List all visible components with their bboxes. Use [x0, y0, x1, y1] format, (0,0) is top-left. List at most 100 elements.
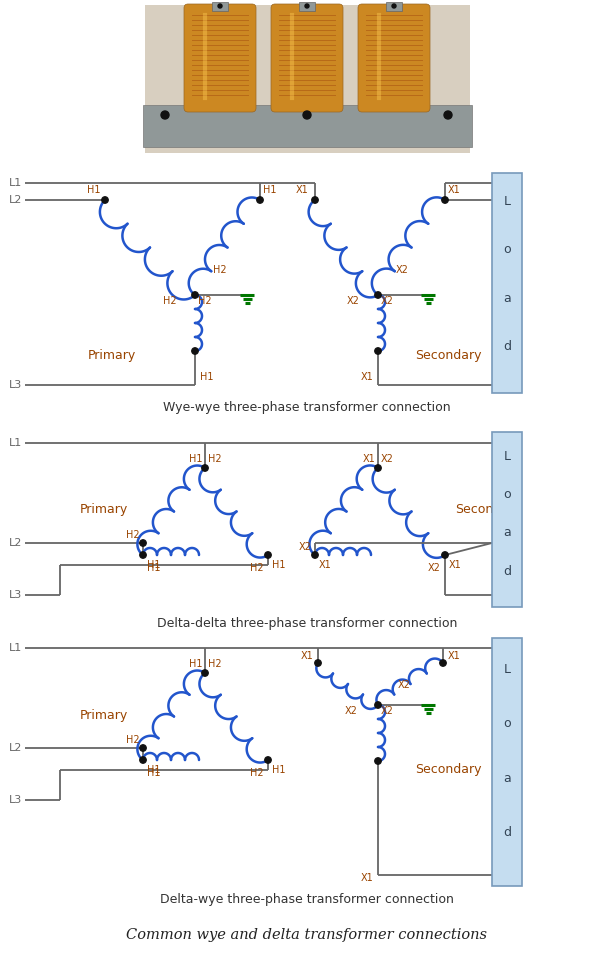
- FancyBboxPatch shape: [271, 4, 343, 112]
- Text: H1: H1: [147, 768, 161, 778]
- Text: H1: H1: [87, 185, 100, 195]
- Text: o: o: [503, 488, 511, 501]
- Text: X1: X1: [300, 651, 313, 661]
- Circle shape: [265, 756, 271, 763]
- Text: H1: H1: [263, 185, 277, 195]
- Circle shape: [265, 552, 271, 558]
- Text: o: o: [503, 244, 511, 256]
- Text: H2: H2: [213, 265, 226, 275]
- Circle shape: [102, 197, 108, 204]
- Text: H2: H2: [250, 768, 264, 778]
- Text: X2: X2: [428, 563, 441, 573]
- FancyBboxPatch shape: [143, 105, 472, 147]
- FancyBboxPatch shape: [299, 2, 315, 11]
- Text: H1: H1: [272, 765, 285, 775]
- Text: d: d: [503, 340, 511, 353]
- Text: X1: X1: [360, 372, 373, 382]
- Text: X1: X1: [360, 873, 373, 883]
- Circle shape: [218, 4, 222, 8]
- Circle shape: [375, 465, 381, 471]
- Text: Delta-wye three-phase transformer connection: Delta-wye three-phase transformer connec…: [160, 894, 454, 906]
- Circle shape: [375, 348, 381, 354]
- Text: H1: H1: [189, 659, 202, 669]
- Text: X2: X2: [299, 542, 312, 552]
- Text: H1: H1: [200, 372, 213, 382]
- Circle shape: [375, 292, 381, 299]
- Text: L3: L3: [9, 795, 22, 805]
- Circle shape: [442, 552, 448, 558]
- Text: X2: X2: [345, 706, 358, 716]
- Text: L3: L3: [9, 380, 22, 390]
- Circle shape: [444, 111, 452, 119]
- Circle shape: [303, 111, 311, 119]
- FancyBboxPatch shape: [386, 2, 402, 11]
- Text: L2: L2: [9, 195, 22, 205]
- Text: H2: H2: [208, 454, 221, 464]
- Circle shape: [202, 670, 208, 676]
- Text: Secondary: Secondary: [415, 348, 482, 362]
- Text: a: a: [503, 526, 511, 540]
- Text: X2: X2: [396, 265, 409, 275]
- Text: a: a: [503, 772, 511, 785]
- Text: X2: X2: [381, 296, 394, 306]
- Text: X1: X1: [448, 185, 461, 195]
- FancyBboxPatch shape: [212, 2, 228, 11]
- Text: X2: X2: [381, 706, 394, 716]
- Text: X2: X2: [398, 680, 411, 690]
- Text: H2: H2: [164, 296, 177, 306]
- Text: a: a: [503, 292, 511, 305]
- Text: X1: X1: [448, 651, 461, 661]
- Text: L1: L1: [9, 643, 22, 653]
- Text: d: d: [503, 565, 511, 578]
- Circle shape: [257, 197, 263, 204]
- Text: X1: X1: [362, 454, 375, 464]
- FancyBboxPatch shape: [492, 432, 522, 607]
- Circle shape: [375, 702, 381, 708]
- FancyBboxPatch shape: [145, 5, 470, 153]
- Text: H2: H2: [126, 530, 140, 540]
- Text: H1: H1: [147, 560, 161, 570]
- Text: Primary: Primary: [80, 503, 129, 516]
- Text: Wye-wye three-phase transformer connection: Wye-wye three-phase transformer connecti…: [163, 401, 451, 415]
- FancyBboxPatch shape: [184, 4, 256, 112]
- Circle shape: [312, 552, 318, 558]
- Circle shape: [392, 4, 396, 8]
- Circle shape: [140, 540, 146, 546]
- Text: H2: H2: [250, 563, 264, 573]
- Text: X2: X2: [347, 296, 360, 306]
- Text: H1: H1: [272, 560, 285, 570]
- Text: Primary: Primary: [88, 348, 137, 362]
- FancyBboxPatch shape: [358, 4, 430, 112]
- Circle shape: [375, 757, 381, 764]
- Text: Primary: Primary: [80, 708, 129, 722]
- Circle shape: [192, 292, 198, 299]
- Text: X2: X2: [381, 454, 394, 464]
- Text: H1: H1: [189, 454, 202, 464]
- Circle shape: [192, 348, 198, 354]
- Text: L1: L1: [9, 438, 22, 448]
- Text: L: L: [504, 449, 510, 463]
- Text: H2: H2: [208, 659, 221, 669]
- Text: Secondary: Secondary: [415, 763, 482, 777]
- FancyBboxPatch shape: [492, 173, 522, 393]
- Circle shape: [440, 660, 446, 666]
- Text: X1: X1: [449, 560, 462, 570]
- Text: L1: L1: [9, 178, 22, 188]
- Circle shape: [140, 552, 146, 558]
- Text: X1: X1: [295, 185, 308, 195]
- Circle shape: [161, 111, 169, 119]
- Text: L: L: [504, 195, 510, 208]
- Text: H2: H2: [126, 735, 140, 745]
- Text: L2: L2: [9, 743, 22, 753]
- Circle shape: [315, 660, 321, 666]
- Circle shape: [140, 745, 146, 751]
- Circle shape: [312, 197, 318, 204]
- Text: X1: X1: [319, 560, 331, 570]
- Text: Delta-delta three-phase transformer connection: Delta-delta three-phase transformer conn…: [157, 616, 457, 630]
- FancyBboxPatch shape: [492, 638, 522, 886]
- Text: o: o: [503, 717, 511, 731]
- Text: Secondary: Secondary: [455, 503, 522, 516]
- Text: H2: H2: [198, 296, 212, 306]
- Text: Common wye and delta transformer connections: Common wye and delta transformer connect…: [127, 928, 488, 942]
- Text: H1: H1: [147, 563, 161, 573]
